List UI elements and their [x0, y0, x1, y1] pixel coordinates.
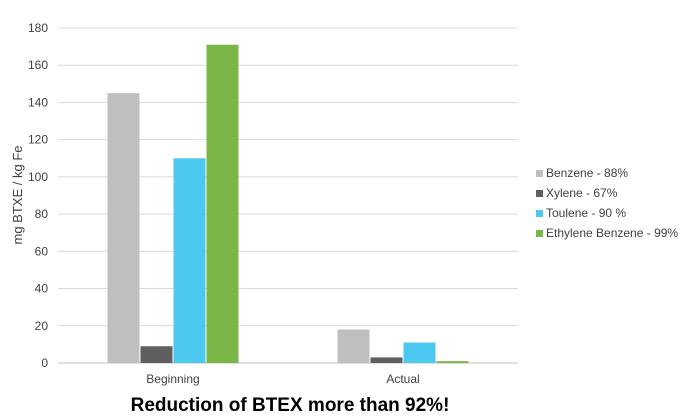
- chart-caption: Reduction of BTEX more than 92%!: [131, 395, 450, 416]
- x-tick-label: Beginning: [146, 372, 199, 386]
- y-tick-label: 120: [28, 133, 48, 147]
- bar-actual-series-3: [403, 342, 436, 363]
- legend-swatch: [536, 230, 543, 237]
- y-axis-title: mg BTXE / kg Fe: [10, 146, 25, 245]
- x-tick-label: Actual: [386, 372, 419, 386]
- bar-actual-series-1: [337, 329, 370, 363]
- y-tick-label: 60: [35, 244, 49, 258]
- bar-beginning-series-4: [206, 44, 239, 363]
- y-tick-label: 20: [35, 319, 49, 333]
- legend-swatch: [536, 210, 543, 217]
- y-tick-label: 140: [28, 95, 48, 109]
- y-tick-labels: 0 20 40 60 80 100 120 140 160 180: [28, 21, 48, 370]
- bar-actual-series-4: [436, 361, 469, 363]
- bar-beginning-series-1: [107, 93, 140, 363]
- y-tick-label: 100: [28, 170, 48, 184]
- y-tick-label: 80: [35, 207, 49, 221]
- legend-label: Toulene - 90 %: [546, 206, 626, 220]
- y-tick-label: 160: [28, 58, 48, 72]
- legend-label: Ethylene Benzene - 99%: [546, 226, 678, 240]
- bar-beginning-series-3: [173, 158, 206, 363]
- legend-label: Benzene - 88%: [546, 166, 628, 180]
- x-tick-labels: Beginning Actual: [146, 372, 419, 386]
- legend-swatch: [536, 170, 543, 177]
- y-tick-label: 0: [41, 356, 48, 370]
- y-tick-label: 40: [35, 282, 49, 296]
- y-tick-label: 180: [28, 21, 48, 35]
- bar-beginning-series-2: [140, 346, 173, 363]
- legend-label: Xylene - 67%: [546, 186, 618, 200]
- legend-swatch: [536, 190, 543, 197]
- bar-actual-series-2: [370, 357, 403, 363]
- legend: Benzene - 88% Xylene - 67% Toulene - 90 % E…: [536, 166, 678, 240]
- bars: [107, 44, 469, 363]
